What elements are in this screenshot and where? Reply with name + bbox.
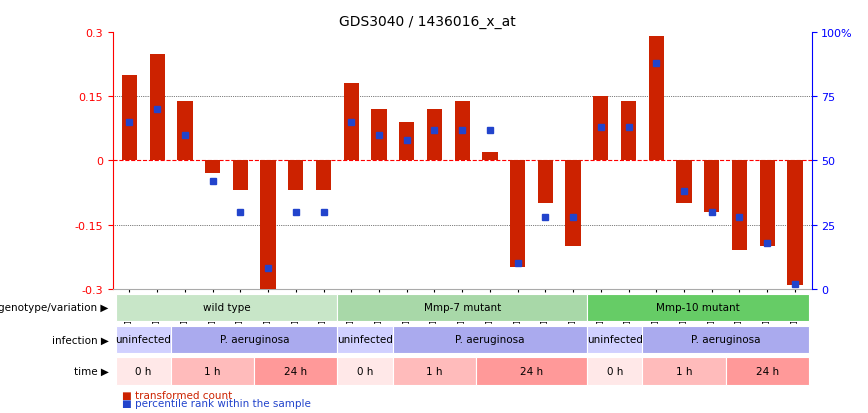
Bar <box>205 161 220 174</box>
Text: 0 h: 0 h <box>135 366 152 376</box>
Text: 0 h: 0 h <box>607 366 623 376</box>
Bar <box>115 294 338 321</box>
Bar <box>115 326 171 353</box>
Text: uninfected: uninfected <box>587 335 642 344</box>
Bar <box>149 55 165 161</box>
Text: genotype/variation ▶: genotype/variation ▶ <box>0 303 108 313</box>
Bar <box>171 358 254 385</box>
Bar <box>344 84 359 161</box>
Text: wild type: wild type <box>203 303 250 313</box>
Bar <box>621 101 636 161</box>
Bar <box>393 326 587 353</box>
Text: infection ▶: infection ▶ <box>51 335 108 344</box>
Bar <box>338 326 393 353</box>
Bar <box>593 97 608 161</box>
Bar <box>676 161 692 204</box>
Text: ■ transformed count: ■ transformed count <box>122 390 232 400</box>
Text: time ▶: time ▶ <box>74 366 108 376</box>
Bar <box>732 161 747 251</box>
Bar <box>338 294 587 321</box>
Text: uninfected: uninfected <box>115 335 171 344</box>
Bar <box>648 37 664 161</box>
Bar <box>338 358 393 385</box>
Text: P. aeruginosa: P. aeruginosa <box>455 335 524 344</box>
Bar <box>233 161 248 191</box>
Bar <box>642 326 809 353</box>
Bar <box>455 101 470 161</box>
Bar <box>642 358 726 385</box>
Bar <box>726 358 809 385</box>
Bar <box>122 76 137 161</box>
Bar <box>510 161 525 268</box>
Bar <box>787 161 803 285</box>
Text: 24 h: 24 h <box>756 366 779 376</box>
Bar <box>538 161 553 204</box>
Bar <box>177 101 193 161</box>
Bar <box>171 326 338 353</box>
Text: 24 h: 24 h <box>285 366 307 376</box>
Bar <box>372 110 386 161</box>
Bar <box>483 152 497 161</box>
Bar <box>587 358 642 385</box>
Bar <box>587 294 809 321</box>
Text: Mmp-10 mutant: Mmp-10 mutant <box>656 303 740 313</box>
Bar <box>260 161 276 289</box>
Bar <box>115 358 171 385</box>
Text: 0 h: 0 h <box>357 366 373 376</box>
Bar <box>288 161 304 191</box>
Text: 1 h: 1 h <box>204 366 221 376</box>
Bar <box>427 110 442 161</box>
Text: P. aeruginosa: P. aeruginosa <box>220 335 289 344</box>
Text: Mmp-7 mutant: Mmp-7 mutant <box>424 303 501 313</box>
Text: 1 h: 1 h <box>426 366 443 376</box>
Bar <box>704 161 720 212</box>
Bar <box>254 358 338 385</box>
Bar <box>316 161 332 191</box>
Bar <box>760 161 775 247</box>
Text: 1 h: 1 h <box>676 366 693 376</box>
Bar <box>565 161 581 247</box>
Bar <box>399 123 414 161</box>
Text: 24 h: 24 h <box>520 366 543 376</box>
Bar <box>587 326 642 353</box>
Text: P. aeruginosa: P. aeruginosa <box>691 335 760 344</box>
Text: ■ percentile rank within the sample: ■ percentile rank within the sample <box>122 398 311 408</box>
Title: GDS3040 / 1436016_x_at: GDS3040 / 1436016_x_at <box>339 15 516 29</box>
Bar <box>393 358 476 385</box>
Text: uninfected: uninfected <box>338 335 393 344</box>
Bar <box>476 358 587 385</box>
